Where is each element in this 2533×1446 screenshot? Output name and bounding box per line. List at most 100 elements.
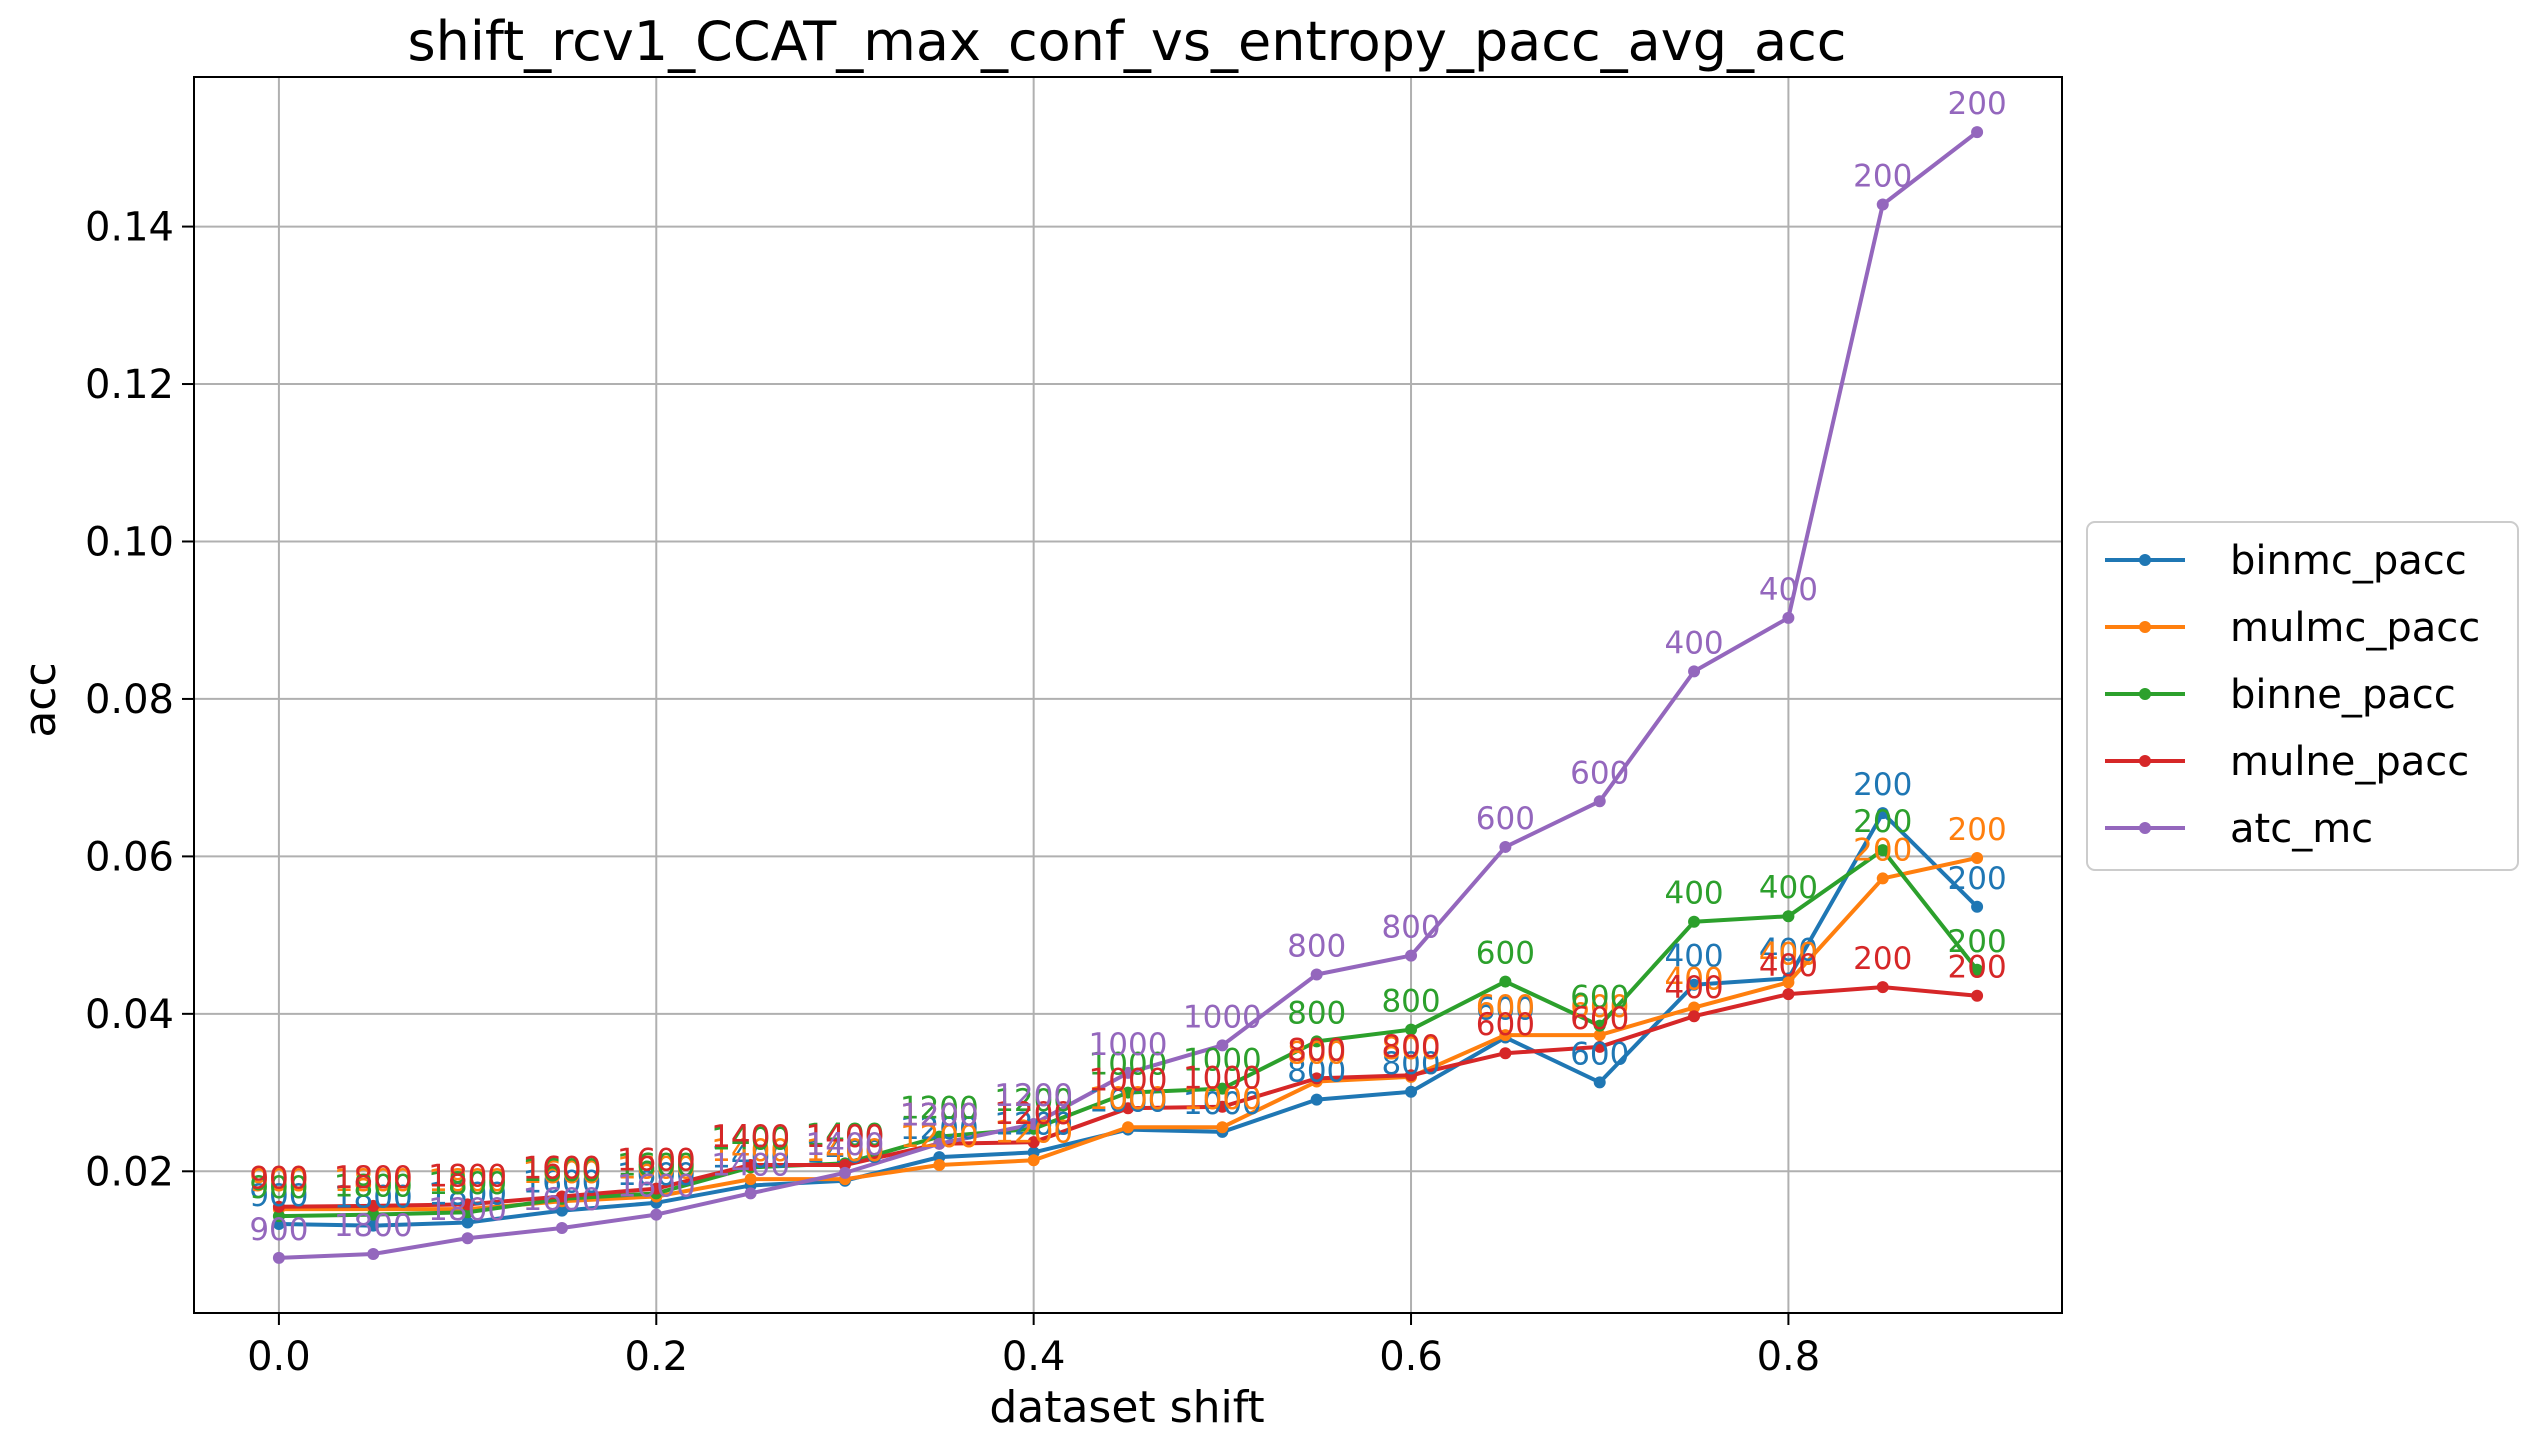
point-label: 1000 xyxy=(1089,1047,1168,1083)
legend-swatch-marker xyxy=(2139,621,2151,633)
point-label: 1600 xyxy=(522,1150,601,1186)
series-atc_mc xyxy=(272,126,1984,1264)
data-point xyxy=(1405,1069,1418,1082)
point-label: 1000 xyxy=(1183,999,1262,1035)
point-label: 200 xyxy=(1853,804,1912,840)
gridlines xyxy=(194,77,2062,1313)
legend-item: mulmc_pacc xyxy=(2105,605,2480,651)
data-point xyxy=(1593,1040,1606,1053)
point-label: 1000 xyxy=(1089,1062,1168,1098)
data-point xyxy=(367,1208,380,1221)
point-label: 600 xyxy=(1570,980,1629,1016)
data-point xyxy=(1499,1029,1512,1042)
legend-label: atc_mc xyxy=(2230,806,2373,852)
data-point xyxy=(838,1166,851,1179)
data-point xyxy=(1499,840,1512,853)
point-label: 200 xyxy=(1853,767,1912,803)
point-label: 1400 xyxy=(711,1119,790,1155)
point-label: 600 xyxy=(1476,989,1535,1025)
point-label: 200 xyxy=(1948,924,2007,960)
y-tick-label: 0.08 xyxy=(85,677,174,723)
data-point xyxy=(1216,1039,1229,1052)
point-label: 1200 xyxy=(994,1096,1073,1132)
data-point xyxy=(1876,844,1889,857)
data-point xyxy=(1027,1118,1040,1131)
point-label: 400 xyxy=(1759,948,1818,984)
point-label: 1600 xyxy=(617,1157,696,1193)
point-label: 1400 xyxy=(806,1119,885,1155)
data-point xyxy=(650,1182,663,1195)
point-label: 800 xyxy=(1381,984,1440,1020)
y-tick-label: 0.12 xyxy=(85,362,174,408)
x-tick-label: 0.2 xyxy=(624,1334,688,1380)
data-point xyxy=(1593,1076,1606,1089)
point-label: 1000 xyxy=(1183,1043,1262,1079)
point-label: 1400 xyxy=(806,1133,885,1169)
data-point xyxy=(272,1251,285,1264)
legend-label: binne_pacc xyxy=(2230,672,2456,718)
point-label: 800 xyxy=(1381,1031,1440,1067)
point-label: 1600 xyxy=(522,1155,601,1191)
data-point xyxy=(1782,910,1795,923)
y-axis-label: acc xyxy=(15,662,66,737)
data-point xyxy=(1688,665,1701,678)
point-label: 1600 xyxy=(522,1182,601,1218)
legend-label: binmc_pacc xyxy=(2230,538,2467,584)
point-label: 1400 xyxy=(711,1133,790,1169)
data-point xyxy=(1122,1086,1134,1099)
point-label: 1400 xyxy=(806,1127,885,1163)
data-point xyxy=(744,1187,757,1200)
data-point xyxy=(1876,807,1889,820)
point-label: 1600 xyxy=(617,1147,696,1183)
data-point xyxy=(1782,611,1795,624)
point-label: 800 xyxy=(1287,1054,1346,1090)
data-point xyxy=(933,1137,946,1150)
point-label: 1000 xyxy=(1089,1084,1168,1120)
legend-item: mulne_pacc xyxy=(2105,739,2469,785)
point-label: 1400 xyxy=(711,1139,790,1175)
legend-swatch-marker xyxy=(2139,755,2151,767)
point-label: 1400 xyxy=(711,1147,790,1183)
data-point xyxy=(555,1204,568,1217)
point-label: 200 xyxy=(1853,159,1912,195)
point-label: 1400 xyxy=(806,1117,885,1153)
point-label: 1200 xyxy=(994,1078,1073,1114)
point-label: 400 xyxy=(1759,936,1818,972)
point-label: 800 xyxy=(1287,1036,1346,1072)
data-point xyxy=(1876,198,1889,211)
point-label: 200 xyxy=(1948,861,2007,897)
point-label: 400 xyxy=(1759,572,1818,608)
data-point xyxy=(1971,900,1984,913)
data-point xyxy=(933,1158,946,1171)
point-label: 1800 xyxy=(334,1169,413,1205)
legend-item: binmc_pacc xyxy=(2105,538,2467,584)
chart-title: shift_rcv1_CCAT_max_conf_vs_entropy_pacc… xyxy=(408,10,1847,73)
point-label: 1800 xyxy=(334,1163,413,1199)
point-label: 900 xyxy=(249,1170,308,1206)
data-point xyxy=(1971,963,1984,976)
legend-label: mulmc_pacc xyxy=(2230,605,2480,651)
point-label: 800 xyxy=(1287,995,1346,1031)
point-label: 400 xyxy=(1664,970,1723,1006)
data-point xyxy=(272,1200,285,1213)
point-label: 900 xyxy=(249,1212,308,1248)
point-label: 1800 xyxy=(428,1166,507,1202)
data-point xyxy=(461,1216,474,1229)
point-label: 1200 xyxy=(900,1091,979,1127)
point-label: 1000 xyxy=(1183,1061,1262,1097)
x-tick-label: 0.6 xyxy=(1379,1334,1443,1380)
data-point xyxy=(1971,851,1984,864)
point-label: 800 xyxy=(1287,928,1346,964)
data-point xyxy=(1499,975,1512,988)
point-label: 1800 xyxy=(428,1176,507,1212)
data-point xyxy=(1310,968,1323,981)
data-point xyxy=(1027,1154,1040,1167)
data-point xyxy=(1499,1047,1512,1060)
point-label: 600 xyxy=(1476,801,1535,837)
data-point xyxy=(461,1198,474,1211)
point-label: 600 xyxy=(1570,1001,1629,1037)
data-point xyxy=(1593,1019,1606,1032)
point-label: 600 xyxy=(1570,1036,1629,1072)
data-point xyxy=(555,1221,568,1234)
